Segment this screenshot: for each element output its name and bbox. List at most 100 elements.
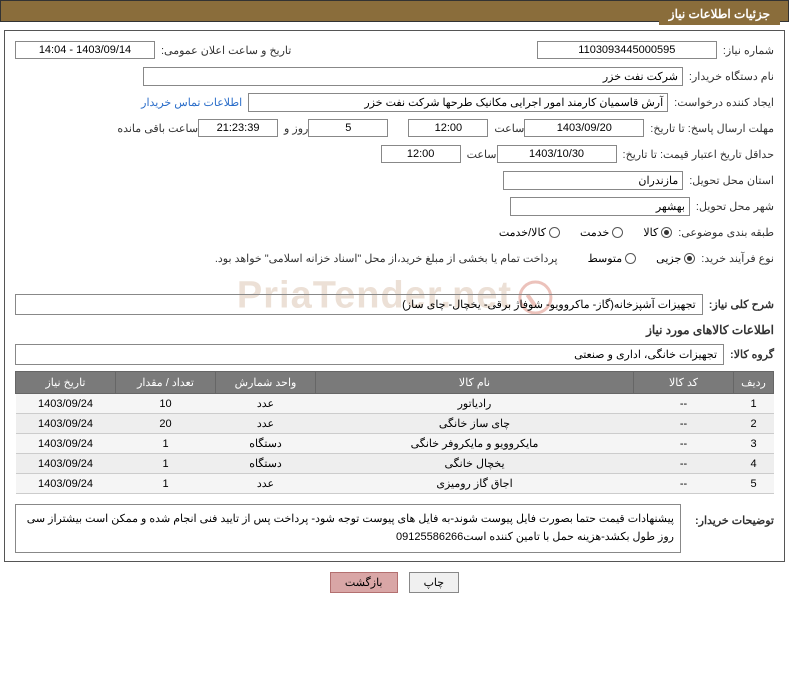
validity-time: 12:00 bbox=[381, 145, 461, 163]
deadline-time: 12:00 bbox=[408, 119, 488, 137]
cell-unit: عدد bbox=[216, 474, 316, 494]
city-label: شهر محل تحویل: bbox=[696, 200, 774, 213]
th-code: کد کالا bbox=[634, 372, 734, 394]
cell-unit: عدد bbox=[216, 414, 316, 434]
radio-dot-icon bbox=[684, 253, 695, 264]
need-number-value: 1103093445000595 bbox=[537, 41, 717, 59]
radio-dot-icon bbox=[612, 227, 623, 238]
days-suffix: روز و bbox=[284, 122, 308, 135]
cell-unit: عدد bbox=[216, 394, 316, 414]
th-unit: واحد شمارش bbox=[216, 372, 316, 394]
radio-partial[interactable]: جزیی bbox=[656, 252, 695, 265]
table-row: 1--رادیاتورعدد101403/09/24 bbox=[16, 394, 774, 414]
radio-dot-icon bbox=[625, 253, 636, 264]
time-remaining: 21:23:39 bbox=[198, 119, 278, 137]
announce-value: 1403/09/14 - 14:04 bbox=[15, 41, 155, 59]
cell-code: -- bbox=[634, 454, 734, 474]
cell-code: -- bbox=[634, 414, 734, 434]
city-value: بهشهر bbox=[510, 197, 690, 216]
table-row: 3--مایکروویو و مایکروفر خانگیدستگاه11403… bbox=[16, 434, 774, 454]
validity-label: حداقل تاریخ اعتبار قیمت: تا تاریخ: bbox=[623, 148, 774, 161]
cell-date: 1403/09/24 bbox=[16, 454, 116, 474]
table-row: 5--اجاق گاز رومیزیعدد11403/09/24 bbox=[16, 474, 774, 494]
requester-value: آرش قاسمیان کارمند امور اجرایی مکانیک طر… bbox=[248, 93, 668, 112]
purchase-type-label: نوع فرآیند خرید: bbox=[701, 252, 774, 265]
cell-code: -- bbox=[634, 394, 734, 414]
cell-qty: 1 bbox=[116, 474, 216, 494]
cell-qty: 1 bbox=[116, 454, 216, 474]
overall-desc-label: شرح کلی نیاز: bbox=[709, 298, 774, 311]
footer-buttons: چاپ بازگشت bbox=[0, 572, 789, 593]
th-qty: تعداد / مقدار bbox=[116, 372, 216, 394]
announce-label: تاریخ و ساعت اعلان عمومی: bbox=[161, 44, 291, 57]
purchase-note: پرداخت تمام یا بخشی از مبلغ خرید،از محل … bbox=[215, 252, 558, 265]
cell-code: -- bbox=[634, 474, 734, 494]
cell-date: 1403/09/24 bbox=[16, 394, 116, 414]
cell-n: 3 bbox=[734, 434, 774, 454]
buyer-notes-text: پیشنهادات قیمت حتما بصورت فایل پیوست شون… bbox=[15, 504, 681, 553]
cell-qty: 10 bbox=[116, 394, 216, 414]
time-label-2: ساعت bbox=[467, 148, 497, 161]
radio-goods-label: کالا bbox=[643, 226, 658, 239]
goods-table: ردیف کد کالا نام کالا واحد شمارش تعداد /… bbox=[15, 371, 774, 494]
details-panel: PriaTender.net شماره نیاز: 1103093445000… bbox=[4, 30, 785, 562]
province-label: استان محل تحویل: bbox=[689, 174, 774, 187]
cell-qty: 1 bbox=[116, 434, 216, 454]
cell-date: 1403/09/24 bbox=[16, 474, 116, 494]
radio-goods[interactable]: کالا bbox=[643, 226, 672, 239]
buyer-notes-label: توضیحات خریدار: bbox=[695, 504, 774, 527]
buyer-contact-link[interactable]: اطلاعات تماس خریدار bbox=[141, 96, 242, 109]
buyer-org-value: شرکت نفت خزر bbox=[143, 67, 683, 86]
deadline-date: 1403/09/20 bbox=[524, 119, 644, 137]
cell-unit: دستگاه bbox=[216, 434, 316, 454]
cell-n: 4 bbox=[734, 454, 774, 474]
cell-date: 1403/09/24 bbox=[16, 434, 116, 454]
need-number-label: شماره نیاز: bbox=[723, 44, 774, 57]
page-title: جزئیات اطلاعات نیاز bbox=[659, 3, 780, 25]
radio-medium-label: متوسط bbox=[588, 252, 623, 265]
goods-section-title: اطلاعات کالاهای مورد نیاز bbox=[15, 323, 774, 337]
print-button[interactable]: چاپ bbox=[409, 572, 460, 593]
cell-n: 5 bbox=[734, 474, 774, 494]
radio-partial-label: جزیی bbox=[656, 252, 681, 265]
category-radio-group: کالا خدمت کالا/خدمت bbox=[499, 226, 672, 239]
radio-dot-icon bbox=[661, 227, 672, 238]
radio-goods-service-label: کالا/خدمت bbox=[499, 226, 546, 239]
group-label: گروه کالا: bbox=[730, 348, 774, 361]
cell-qty: 20 bbox=[116, 414, 216, 434]
validity-date: 1403/10/30 bbox=[497, 145, 617, 163]
cell-n: 1 bbox=[734, 394, 774, 414]
cell-name: رادیاتور bbox=[316, 394, 634, 414]
th-date: تاریخ نیاز bbox=[16, 372, 116, 394]
category-label: طبقه بندی موضوعی: bbox=[678, 226, 774, 239]
radio-dot-icon bbox=[549, 227, 560, 238]
province-value: مازندران bbox=[503, 171, 683, 190]
cell-n: 2 bbox=[734, 414, 774, 434]
radio-service[interactable]: خدمت bbox=[580, 226, 623, 239]
cell-name: چای ساز خانگی bbox=[316, 414, 634, 434]
cell-name: یخچال خانگی bbox=[316, 454, 634, 474]
th-name: نام کالا bbox=[316, 372, 634, 394]
deadline-label: مهلت ارسال پاسخ: تا تاریخ: bbox=[650, 122, 774, 135]
radio-medium[interactable]: متوسط bbox=[588, 252, 637, 265]
buyer-org-label: نام دستگاه خریدار: bbox=[689, 70, 774, 83]
requester-label: ایجاد کننده درخواست: bbox=[674, 96, 774, 109]
cell-unit: دستگاه bbox=[216, 454, 316, 474]
page-header: جزئیات اطلاعات نیاز bbox=[0, 0, 789, 22]
purchase-type-radio-group: جزیی متوسط bbox=[588, 252, 696, 265]
radio-service-label: خدمت bbox=[580, 226, 609, 239]
overall-desc-value: تجهیزات آشپزخانه(گاز- ماکروویو- شوفاژ بر… bbox=[15, 294, 703, 315]
cell-date: 1403/09/24 bbox=[16, 414, 116, 434]
table-row: 2--چای ساز خانگیعدد201403/09/24 bbox=[16, 414, 774, 434]
table-row: 4--یخچال خانگیدستگاه11403/09/24 bbox=[16, 454, 774, 474]
back-button[interactable]: بازگشت bbox=[330, 572, 398, 593]
cell-code: -- bbox=[634, 434, 734, 454]
cell-name: مایکروویو و مایکروفر خانگی bbox=[316, 434, 634, 454]
days-remaining: 5 bbox=[308, 119, 388, 137]
cell-name: اجاق گاز رومیزی bbox=[316, 474, 634, 494]
th-row: ردیف bbox=[734, 372, 774, 394]
group-value: تجهیزات خانگی، اداری و صنعتی bbox=[15, 344, 724, 365]
time-label-1: ساعت bbox=[494, 122, 524, 135]
remaining-suffix: ساعت باقی مانده bbox=[117, 122, 198, 135]
radio-goods-service[interactable]: کالا/خدمت bbox=[499, 226, 560, 239]
